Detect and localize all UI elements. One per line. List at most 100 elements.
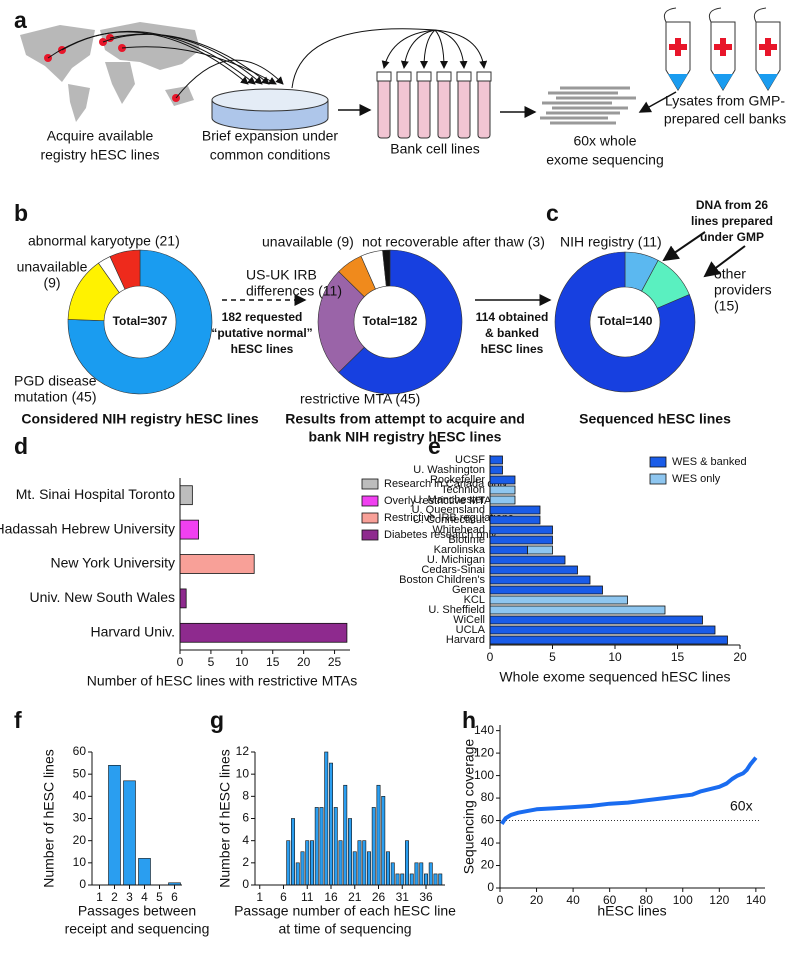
x-tick-label: 40 bbox=[566, 893, 580, 907]
x-tick-label: 1 bbox=[96, 890, 103, 904]
slice-label: abnormal karyotype (21) bbox=[28, 233, 180, 249]
bar bbox=[489, 595, 628, 605]
slice-label: mutation (45) bbox=[14, 389, 96, 405]
x-tick-label: 6 bbox=[171, 890, 178, 904]
x-axis-label: Passages between bbox=[78, 903, 196, 919]
category-label: Harvard Univ. bbox=[90, 624, 175, 640]
category-label: Cedars-Sinai bbox=[421, 564, 485, 576]
slice-label: other bbox=[714, 266, 746, 282]
bar bbox=[179, 588, 187, 609]
bar bbox=[489, 565, 578, 575]
y-tick-label: 2 bbox=[242, 855, 249, 869]
x-tick-label: 6 bbox=[280, 890, 287, 904]
y-tick-label: 0 bbox=[79, 877, 86, 891]
gmp-vials bbox=[663, 7, 781, 91]
x-axis-label: Passage number of each hESC line bbox=[234, 903, 456, 919]
x-tick-label: 20 bbox=[297, 655, 311, 669]
category-label: Karolinska bbox=[434, 544, 486, 556]
bar bbox=[489, 505, 541, 515]
x-tick-label: 5 bbox=[208, 655, 215, 669]
bar bbox=[179, 485, 193, 506]
panel-label: g bbox=[210, 707, 224, 733]
x-tick-label: 10 bbox=[608, 650, 622, 664]
y-tick-label: 12 bbox=[236, 744, 250, 758]
category-label: Rockefeller bbox=[430, 474, 485, 486]
category-label: U. Connecticut bbox=[413, 514, 485, 526]
category-label: New York University bbox=[51, 555, 176, 571]
legend-label: Diabetes research only bbox=[384, 529, 497, 541]
bar bbox=[357, 840, 362, 886]
panel-label: e bbox=[428, 433, 441, 459]
bar bbox=[295, 862, 300, 886]
bar bbox=[319, 807, 324, 886]
category-label: UCSF bbox=[455, 454, 485, 466]
slice-label: unavailable (9) bbox=[262, 234, 354, 250]
category-label: UCLA bbox=[456, 624, 486, 636]
x-tick-label: 60 bbox=[603, 893, 617, 907]
bar bbox=[138, 858, 151, 886]
category-label: Genea bbox=[452, 584, 486, 596]
bar bbox=[386, 851, 390, 886]
step-label: Lysates from GMP- bbox=[665, 93, 785, 109]
annotation: DNA from 26 bbox=[696, 198, 769, 212]
slice-label: differences (11) bbox=[246, 283, 342, 299]
panel-label: f bbox=[14, 707, 22, 733]
step-label: Brief expansion under bbox=[202, 128, 339, 144]
slice-label: providers bbox=[714, 282, 772, 298]
y-tick-label: 50 bbox=[73, 766, 87, 780]
step-label: common conditions bbox=[210, 147, 331, 163]
legend-label: Overly restrictive MTA bbox=[384, 495, 492, 507]
x-tick-label: 31 bbox=[396, 890, 410, 904]
donut-slice bbox=[109, 249, 141, 290]
slice-label: unavailable bbox=[17, 259, 88, 275]
bar bbox=[489, 605, 666, 615]
bar bbox=[489, 615, 703, 625]
bar bbox=[352, 851, 357, 886]
category-label: U. Washington bbox=[413, 464, 485, 476]
x-tick-label: 2 bbox=[111, 890, 118, 904]
bar bbox=[305, 840, 310, 886]
slice-label: not recoverable after thaw (3) bbox=[362, 234, 545, 250]
sequence-reads bbox=[540, 86, 636, 125]
arrow bbox=[638, 91, 677, 113]
bar bbox=[489, 525, 553, 535]
x-tick-label: 25 bbox=[328, 655, 342, 669]
x-tick-label: 20 bbox=[733, 650, 747, 664]
step-label: exome sequencing bbox=[546, 152, 664, 168]
donut-slice bbox=[382, 249, 391, 287]
x-tick-label: 0 bbox=[177, 655, 184, 669]
category-label: Univ. New South Wales bbox=[30, 589, 176, 605]
y-axis-label: Number of hESC lines bbox=[41, 749, 57, 888]
cell-bank-tubes bbox=[376, 71, 492, 139]
x-tick-label: 5 bbox=[549, 650, 556, 664]
bar bbox=[419, 862, 424, 886]
annotation: lines prepared bbox=[691, 214, 773, 228]
category-label: Hadassah Hebrew University bbox=[0, 520, 175, 536]
legend-label: Research in Canada only bbox=[384, 478, 508, 490]
x-tick-label: 4 bbox=[141, 890, 148, 904]
slice-label: (15) bbox=[714, 298, 739, 314]
category-label: Boston Children's bbox=[399, 574, 485, 586]
y-tick-label: 80 bbox=[481, 790, 495, 804]
center-label: Total=140 bbox=[598, 314, 653, 328]
caption: Sequenced hESC lines bbox=[579, 411, 731, 427]
center-label: Total=307 bbox=[113, 314, 168, 328]
bar bbox=[324, 751, 329, 886]
y-tick-label: 20 bbox=[481, 858, 495, 872]
annotation: “putative normal” bbox=[211, 326, 312, 340]
x-tick-label: 3 bbox=[126, 890, 133, 904]
bar bbox=[179, 554, 255, 574]
bar bbox=[310, 840, 314, 886]
slice-label: NIH registry (11) bbox=[560, 234, 662, 250]
bar bbox=[409, 873, 414, 886]
bar bbox=[489, 515, 541, 525]
world-map bbox=[20, 22, 200, 122]
step-label: 60x whole bbox=[573, 133, 636, 149]
bar bbox=[179, 622, 348, 643]
slice-label: US-UK IRB bbox=[246, 267, 317, 283]
bar bbox=[405, 840, 409, 886]
x-tick-label: 11 bbox=[301, 890, 314, 904]
bar bbox=[489, 465, 503, 475]
bar bbox=[489, 475, 516, 485]
y-tick-label: 4 bbox=[242, 833, 249, 847]
